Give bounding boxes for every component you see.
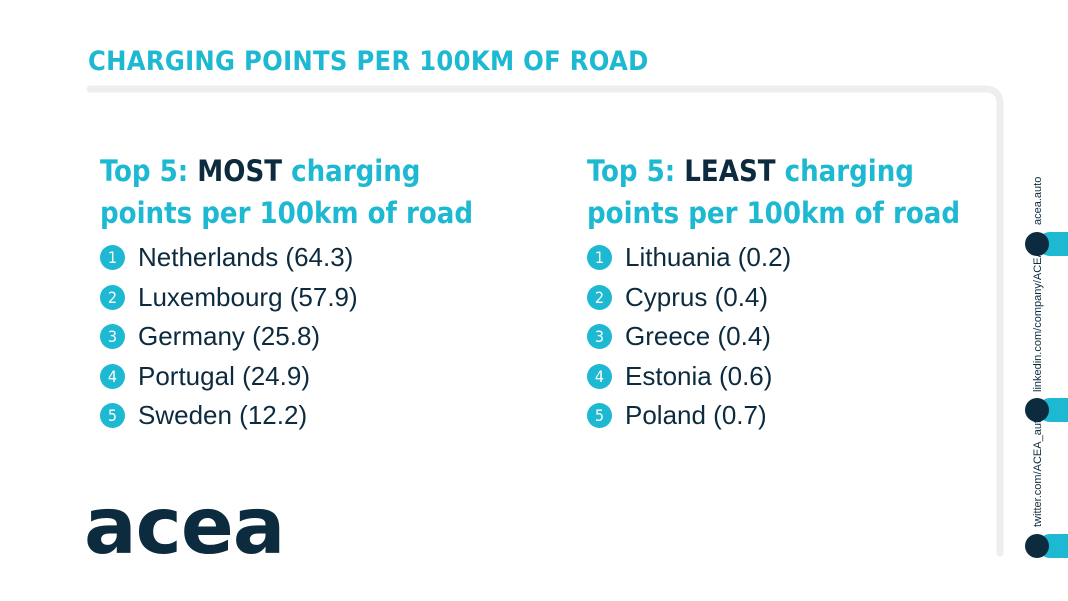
heading-prefix: Top 5:: [100, 154, 198, 188]
list-item: 4 Portugal (24.9): [100, 357, 520, 397]
item-text: Lithuania (0.2): [625, 242, 792, 273]
item-text: Luxembourg (57.9): [138, 281, 358, 312]
logo: acea: [84, 482, 285, 572]
rank: 3: [100, 324, 125, 350]
heading-suffix: charging points per 100km of road: [587, 154, 961, 230]
heading: Top 5: LEAST charging points per 100km o…: [587, 150, 1007, 234]
list-item: 3 Germany (25.8): [100, 317, 520, 357]
heading-emphasis: MOST: [197, 154, 283, 188]
list-item: 3 Greece (0.4): [587, 317, 1007, 357]
item-text: Germany (25.8): [138, 321, 321, 352]
rank: 2: [100, 284, 125, 310]
heading-prefix: Top 5:: [587, 154, 685, 188]
panel: Top 5: MOST charging points per 100km of…: [100, 150, 520, 436]
item-text: Netherlands (64.3): [138, 242, 354, 273]
rank: 4: [587, 363, 612, 389]
list-item: 5 Sweden (12.2): [100, 396, 520, 436]
item-text: Portugal (24.9): [138, 360, 310, 391]
social-link[interactable]: acea.auto: [1032, 176, 1044, 225]
item-text: Estonia (0.6): [625, 360, 773, 391]
heading-emphasis: LEAST: [684, 154, 776, 188]
rank: 5: [587, 403, 612, 429]
list-item: 2 Cyprus (0.4): [587, 278, 1007, 318]
list-item: 5 Poland (0.7): [587, 396, 1007, 436]
web-icon[interactable]: [1025, 232, 1049, 256]
twitter-icon[interactable]: [1025, 534, 1049, 558]
frame-line: [86, 85, 1004, 557]
rank: 2: [587, 284, 612, 310]
linkedin-icon[interactable]: [1025, 398, 1049, 422]
rank: 5: [100, 403, 125, 429]
item-text: Cyprus (0.4): [625, 281, 769, 312]
heading-suffix: charging points per 100km of road: [100, 154, 474, 230]
list-item: 1 Netherlands (64.3): [100, 238, 520, 278]
panel: Top 5: LEAST charging points per 100km o…: [587, 150, 1007, 436]
social-link[interactable]: linkedin.com/company/ACEA/: [1032, 247, 1044, 392]
social-link[interactable]: twitter.com/ACEA_auto: [1032, 413, 1044, 527]
rank: 3: [587, 324, 612, 350]
list-item: 4 Estonia (0.6): [587, 357, 1007, 397]
heading: Top 5: MOST charging points per 100km of…: [100, 150, 520, 234]
rank: 1: [100, 245, 125, 271]
rank: 1: [587, 245, 612, 271]
list-item: 1 Lithuania (0.2): [587, 238, 1007, 278]
item-text: Sweden (12.2): [138, 400, 308, 431]
title: CHARGING POINTS PER 100KM OF ROAD: [88, 46, 649, 77]
list-item: 2 Luxembourg (57.9): [100, 278, 520, 318]
rank: 4: [100, 363, 125, 389]
item-text: Greece (0.4): [625, 321, 771, 352]
item-text: Poland (0.7): [625, 400, 767, 431]
